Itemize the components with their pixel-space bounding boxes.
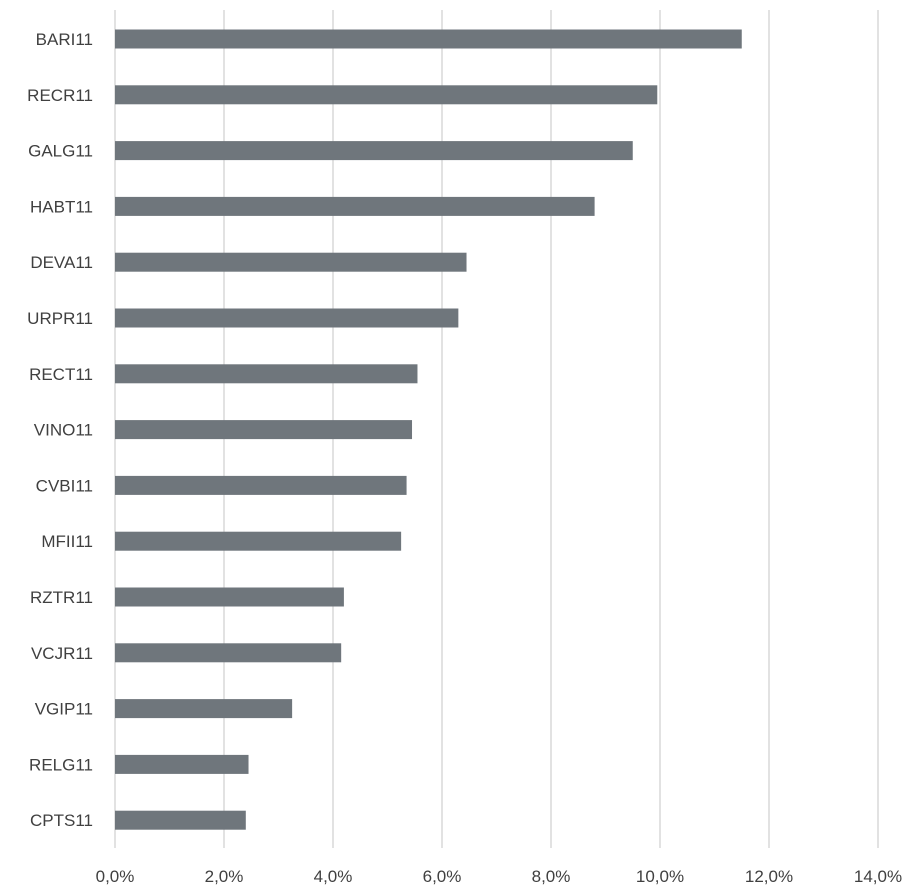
x-tick-label: 4,0%	[314, 867, 353, 886]
x-axis-tick-labels: 0,0% 2,0% 4,0% 6,0% 8,0% 10,0% 12,0% 14,0%	[96, 867, 902, 886]
category-label: BARI11	[36, 30, 93, 49]
bar-deva11	[115, 252, 467, 272]
category-label: VINO11	[34, 421, 93, 440]
category-label: DEVA11	[30, 253, 93, 272]
bars	[115, 29, 742, 830]
category-label: URPR11	[27, 309, 93, 328]
category-label: CPTS11	[30, 811, 93, 830]
category-label: MFII11	[41, 532, 93, 551]
category-label: RELG11	[29, 755, 93, 774]
bar-vcjr11	[115, 643, 342, 663]
category-label: VGIP11	[35, 700, 93, 719]
category-label: RZTR11	[30, 588, 93, 607]
x-tick-label: 8,0%	[532, 867, 571, 886]
bar-urpr11	[115, 308, 459, 328]
category-label: GALG11	[28, 142, 93, 161]
category-label: RECR11	[27, 86, 93, 105]
bar-galg11	[115, 141, 633, 161]
x-tick-label: 10,0%	[636, 867, 684, 886]
category-label: VCJR11	[31, 644, 93, 663]
bar-relg11	[115, 754, 249, 774]
bar-rztr11	[115, 587, 344, 607]
x-tick-label: 0,0%	[96, 867, 135, 886]
bar-cpts11	[115, 810, 246, 830]
bar-mfii11	[115, 531, 402, 551]
bar-cvbi11	[115, 475, 407, 495]
category-label: RECT11	[29, 365, 93, 384]
bar-vgip11	[115, 699, 293, 719]
category-labels: BARI11 RECR11 GALG11 HABT11 DEVA11 URPR11 RECT…	[27, 30, 93, 830]
category-label: CVBI11	[36, 476, 93, 495]
x-tick-label: 12,0%	[745, 867, 793, 886]
bar-recr11	[115, 85, 658, 105]
bar-rect11	[115, 364, 418, 384]
x-tick-label: 14,0%	[854, 867, 902, 886]
bar-habt11	[115, 196, 595, 216]
x-tick-label: 2,0%	[205, 867, 244, 886]
bar-vino11	[115, 420, 413, 440]
x-tick-label: 6,0%	[423, 867, 462, 886]
category-label: HABT11	[30, 197, 93, 216]
bar-bari11	[115, 29, 742, 49]
